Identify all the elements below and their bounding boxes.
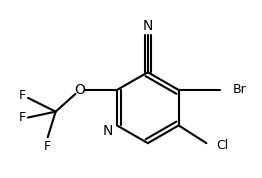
- Text: O: O: [74, 83, 85, 97]
- Text: Br: Br: [233, 83, 247, 96]
- Text: N: N: [143, 19, 153, 33]
- Text: F: F: [44, 140, 51, 153]
- Text: N: N: [103, 124, 113, 138]
- Text: F: F: [18, 111, 26, 124]
- Text: Cl: Cl: [216, 139, 228, 152]
- Text: F: F: [18, 89, 26, 102]
